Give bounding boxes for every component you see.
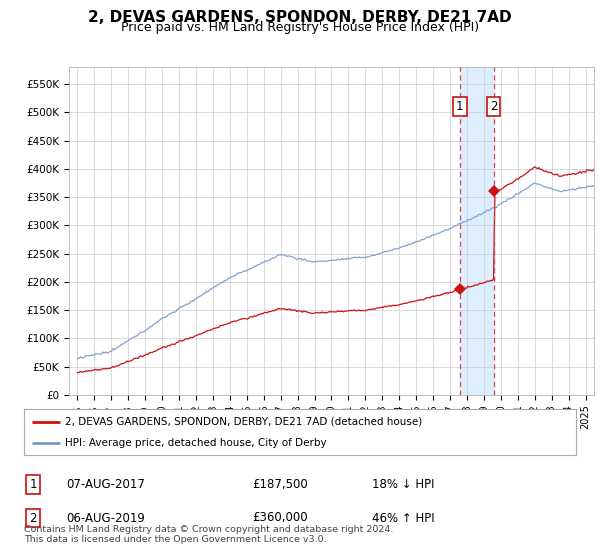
Text: £360,000: £360,000 bbox=[252, 511, 308, 525]
Text: 1: 1 bbox=[29, 478, 37, 491]
Text: 2, DEVAS GARDENS, SPONDON, DERBY, DE21 7AD (detached house): 2, DEVAS GARDENS, SPONDON, DERBY, DE21 7… bbox=[65, 417, 422, 427]
Text: 2: 2 bbox=[29, 511, 37, 525]
Text: 07-AUG-2017: 07-AUG-2017 bbox=[66, 478, 145, 491]
Text: 06-AUG-2019: 06-AUG-2019 bbox=[66, 511, 145, 525]
Text: 18% ↓ HPI: 18% ↓ HPI bbox=[372, 478, 434, 491]
Bar bbox=[460, 67, 494, 395]
Text: Price paid vs. HM Land Registry's House Price Index (HPI): Price paid vs. HM Land Registry's House … bbox=[121, 21, 479, 34]
Text: 2, DEVAS GARDENS, SPONDON, DERBY, DE21 7AD: 2, DEVAS GARDENS, SPONDON, DERBY, DE21 7… bbox=[88, 10, 512, 25]
Text: Contains HM Land Registry data © Crown copyright and database right 2024.
This d: Contains HM Land Registry data © Crown c… bbox=[24, 525, 394, 544]
Text: 2: 2 bbox=[490, 100, 497, 113]
Text: 1: 1 bbox=[456, 100, 464, 113]
Text: HPI: Average price, detached house, City of Derby: HPI: Average price, detached house, City… bbox=[65, 438, 327, 448]
Text: 46% ↑ HPI: 46% ↑ HPI bbox=[372, 511, 434, 525]
Text: £187,500: £187,500 bbox=[252, 478, 308, 491]
